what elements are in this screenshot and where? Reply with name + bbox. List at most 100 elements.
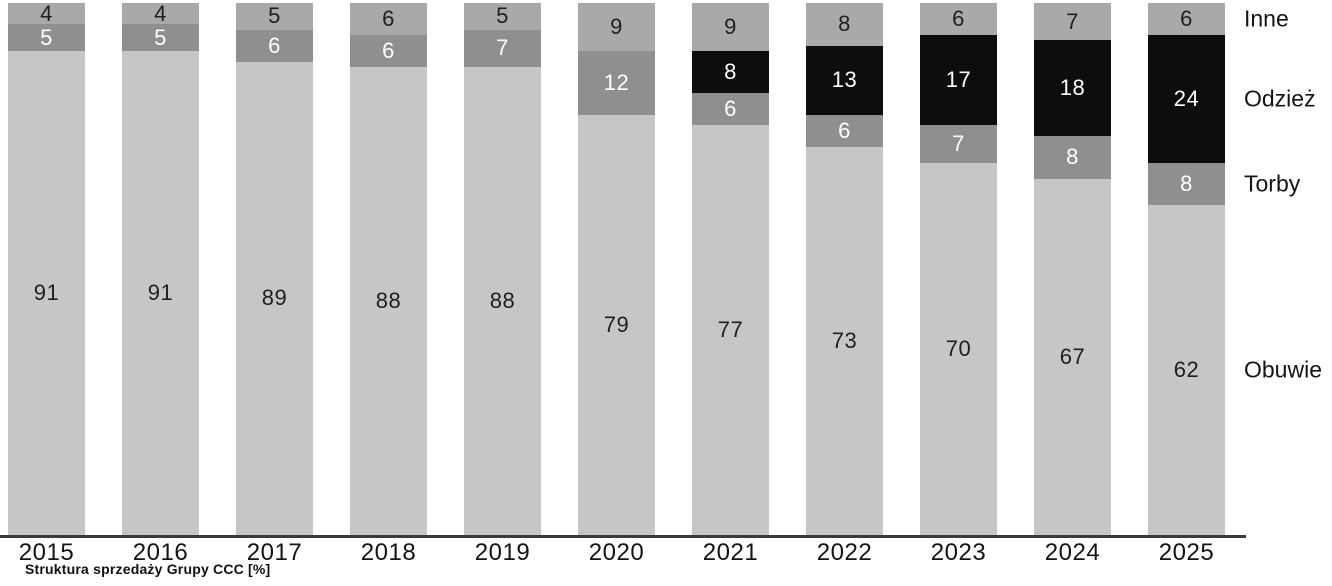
segment-torby-2015: 5 [8, 24, 85, 51]
segment-value-label: 8 [1180, 170, 1193, 196]
segment-value-label: 73 [831, 327, 858, 353]
segment-inne-2022: 8 [806, 3, 883, 46]
x-axis-line [0, 535, 1246, 538]
segment-value-label: 24 [1173, 85, 1200, 111]
segment-value-label: 17 [945, 67, 972, 93]
x-tick-2015: 2015 [18, 539, 75, 566]
segment-value-label: 8 [1066, 144, 1079, 170]
segment-value-label: 5 [154, 24, 167, 50]
segment-inne-2024: 7 [1034, 3, 1111, 41]
segment-obuwie-2018: 88 [350, 66, 427, 535]
segment-value-label: 7 [952, 130, 965, 156]
bar-2025: 62 8 24 6 [1148, 3, 1225, 535]
segment-value-label: 6 [838, 117, 851, 143]
segment-value-label: 6 [724, 96, 737, 122]
segment-value-label: 9 [610, 13, 623, 39]
bar-2023: 70 7 17 6 [920, 3, 997, 535]
segment-inne-2019: 5 [464, 3, 541, 30]
bar-2017: 89 6 5 [236, 3, 313, 535]
x-tick-2016: 2016 [132, 539, 189, 566]
plot-area: 91 5 4 91 5 4 89 6 5 88 6 6 88 7 5 79 12 9 77 6 8 9 73 6 13 8 70 7 1… [8, 0, 1225, 535]
segment-value-label: 88 [375, 287, 402, 313]
segment-torby-2024: 8 [1034, 136, 1111, 179]
legend-label-inne: Inne [1244, 5, 1289, 32]
segment-obuwie-2016: 91 [122, 50, 199, 535]
segment-value-label: 5 [268, 3, 281, 29]
legend-label-obuwie: Obuwie [1244, 356, 1322, 383]
segment-odziez-2025: 24 [1148, 34, 1225, 163]
segment-value-label: 91 [147, 279, 174, 305]
x-tick-2024: 2024 [1044, 539, 1101, 566]
segment-value-label: 6 [382, 37, 395, 63]
segment-value-label: 88 [489, 287, 516, 313]
segment-inne-2017: 5 [236, 3, 313, 30]
segment-value-label: 6 [268, 32, 281, 58]
segment-obuwie-2017: 89 [236, 61, 313, 535]
segment-inne-2018: 6 [350, 3, 427, 35]
segment-odziez-2024: 18 [1034, 40, 1111, 137]
segment-value-label: 7 [496, 35, 509, 61]
segment-obuwie-2025: 62 [1148, 205, 1225, 535]
segment-value-label: 91 [33, 279, 60, 305]
segment-torby-2020: 12 [578, 50, 655, 115]
bar-2024: 67 8 18 7 [1034, 3, 1111, 535]
x-tick-2018: 2018 [360, 539, 417, 566]
segment-value-label: 6 [382, 5, 395, 31]
segment-inne-2020: 9 [578, 3, 655, 51]
segment-torby-2022: 6 [806, 114, 883, 147]
x-tick-2025: 2025 [1158, 539, 1215, 566]
bar-2021: 77 6 8 9 [692, 3, 769, 535]
x-axis-labels: 2015 2016 2017 2018 2019 2020 2021 2022 2023 2024… [8, 539, 1225, 566]
segment-value-label: 77 [717, 317, 744, 343]
segment-odziez-2021: 8 [692, 50, 769, 94]
segment-value-label: 4 [40, 0, 53, 26]
segment-torby-2016: 5 [122, 24, 199, 51]
segment-obuwie-2023: 70 [920, 162, 997, 535]
segment-value-label: 12 [603, 69, 630, 95]
segment-obuwie-2022: 73 [806, 146, 883, 535]
x-tick-2019: 2019 [474, 539, 531, 566]
segment-inne-2021: 9 [692, 3, 769, 51]
bar-2015: 91 5 4 [8, 0, 85, 535]
segment-value-label: 89 [261, 285, 288, 311]
x-tick-2023: 2023 [930, 539, 987, 566]
segment-torby-2023: 7 [920, 125, 997, 163]
segment-torby-2025: 8 [1148, 162, 1225, 206]
chart-caption: Struktura sprzedaży Grupy CCC [%] [25, 561, 271, 577]
segment-value-label: 67 [1059, 343, 1086, 369]
segment-value-label: 6 [952, 5, 965, 31]
segment-torby-2017: 6 [236, 29, 313, 62]
segment-inne-2015: 4 [8, 0, 85, 26]
segment-obuwie-2021: 77 [692, 125, 769, 535]
bar-2018: 88 6 6 [350, 3, 427, 535]
bar-2020: 79 12 9 [578, 3, 655, 535]
segment-inne-2016: 4 [122, 0, 199, 26]
segment-value-label: 8 [724, 59, 737, 85]
segment-obuwie-2015: 91 [8, 50, 85, 535]
x-tick-2020: 2020 [588, 539, 645, 566]
x-tick-2022: 2022 [816, 539, 873, 566]
segment-value-label: 7 [1066, 8, 1079, 34]
segment-torby-2019: 7 [464, 29, 541, 67]
segment-value-label: 6 [1180, 6, 1193, 31]
segment-value-label: 8 [838, 11, 851, 37]
legend-label-torby: Torby [1244, 170, 1301, 197]
segment-inne-2025: 6 [1148, 3, 1225, 35]
segment-torby-2018: 6 [350, 34, 427, 67]
legend: Inne Odzież Torby Obuwie [1244, 0, 1332, 535]
legend-label-odziez: Odzież [1244, 85, 1316, 112]
segment-obuwie-2020: 79 [578, 114, 655, 535]
segment-value-label: 13 [831, 67, 858, 93]
segment-odziez-2022: 13 [806, 45, 883, 115]
x-tick-2021: 2021 [702, 539, 759, 566]
segment-value-label: 70 [945, 335, 972, 361]
segment-value-label: 5 [496, 3, 509, 29]
segment-torby-2021: 6 [692, 93, 769, 126]
segment-value-label: 18 [1059, 75, 1086, 101]
segment-value-label: 62 [1173, 357, 1200, 383]
segment-value-label: 9 [724, 13, 737, 39]
segment-value-label: 4 [154, 0, 167, 26]
segment-odziez-2023: 17 [920, 34, 997, 126]
x-tick-2017: 2017 [246, 539, 303, 566]
segment-obuwie-2024: 67 [1034, 178, 1111, 535]
